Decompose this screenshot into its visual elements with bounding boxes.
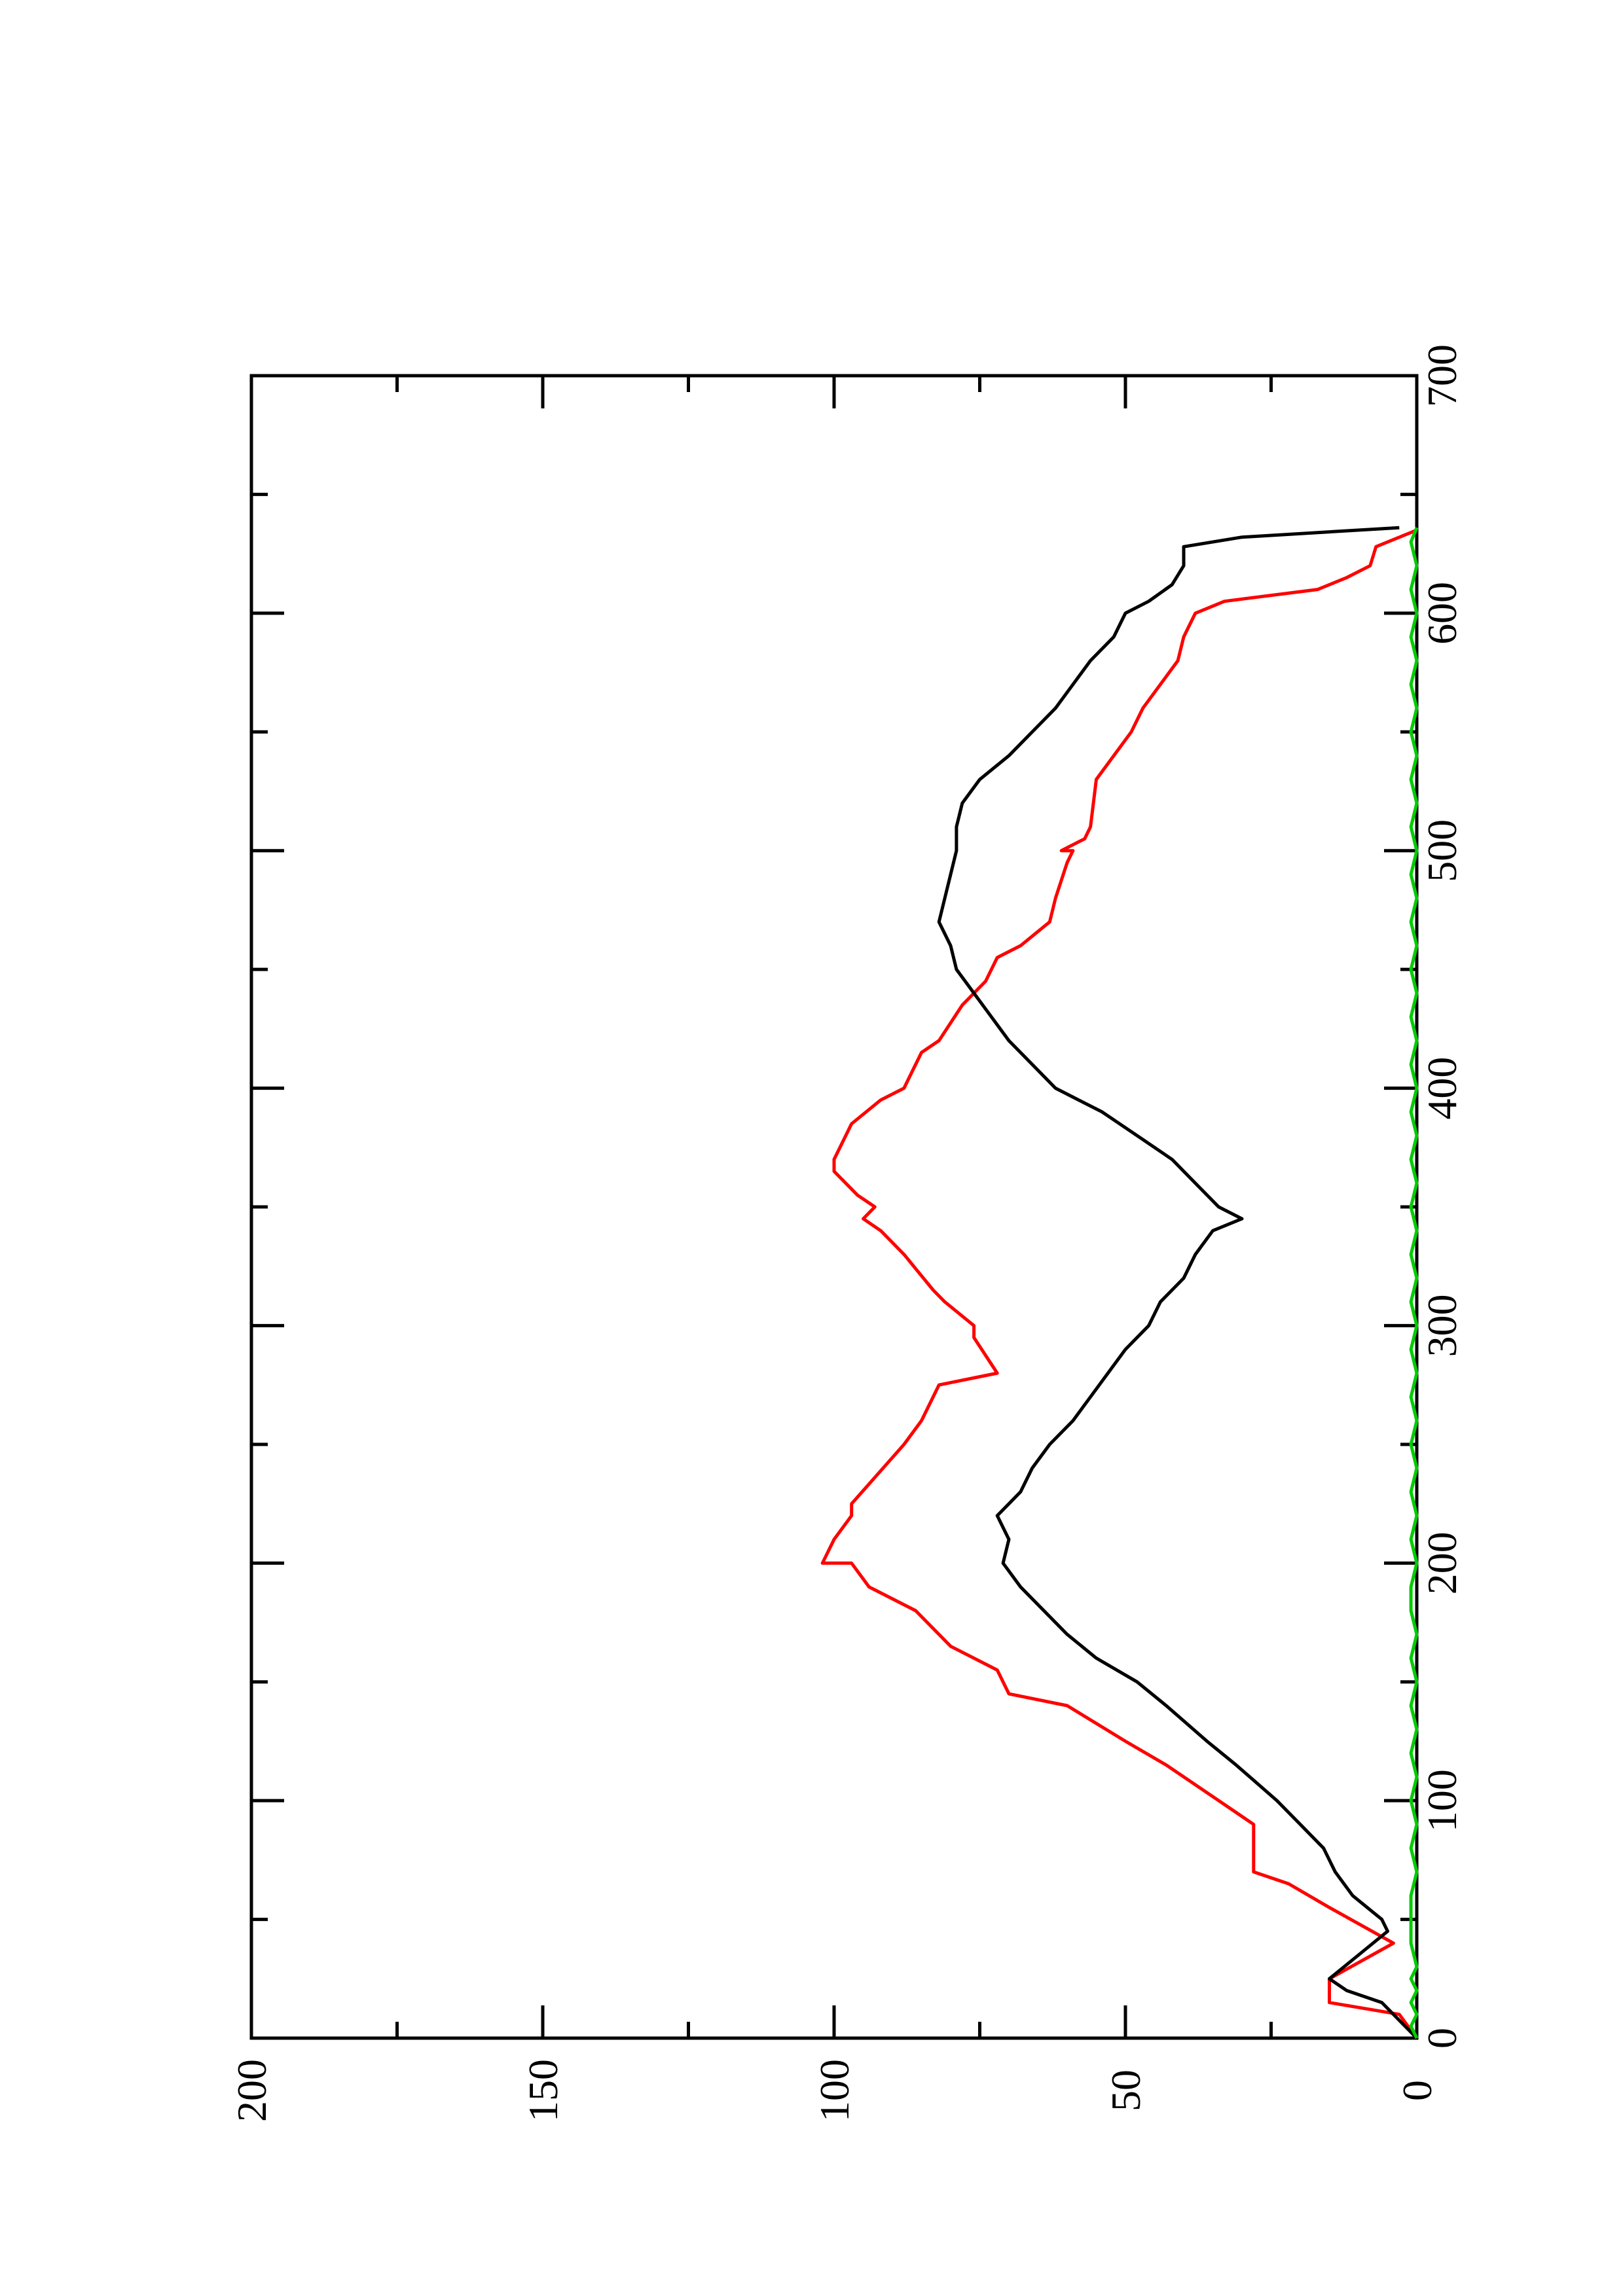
- x-tick-label: 500: [1419, 819, 1465, 882]
- y-tick-label: 150: [520, 2059, 566, 2122]
- x-tick-label: 300: [1419, 1294, 1465, 1357]
- y-tick-label: 0: [1394, 2080, 1440, 2101]
- plot-frame: [249, 374, 1419, 2040]
- series-black-line: [937, 526, 1418, 2039]
- x-tick-label: 100: [1419, 1769, 1465, 1832]
- axis-ticks: [249, 374, 1419, 2040]
- x-tick-label: 600: [1419, 582, 1465, 645]
- y-tick-label: 50: [1103, 2070, 1149, 2111]
- x-tick-label: 0: [1419, 2028, 1465, 2049]
- series-green-line: [1409, 527, 1419, 2039]
- y-tick-label: 200: [228, 2059, 275, 2122]
- series-red-line: [820, 528, 1419, 2039]
- y-tick-label: 100: [811, 2059, 858, 2122]
- tick-labels: 0 100 200 300 400 500 600 700 0 50 100 150 200: [228, 344, 1465, 2122]
- x-tick-label: 200: [1419, 1532, 1465, 1594]
- series-group: [820, 526, 1419, 2039]
- x-tick-label: 400: [1419, 1057, 1465, 1120]
- x-tick-label: 700: [1419, 344, 1465, 407]
